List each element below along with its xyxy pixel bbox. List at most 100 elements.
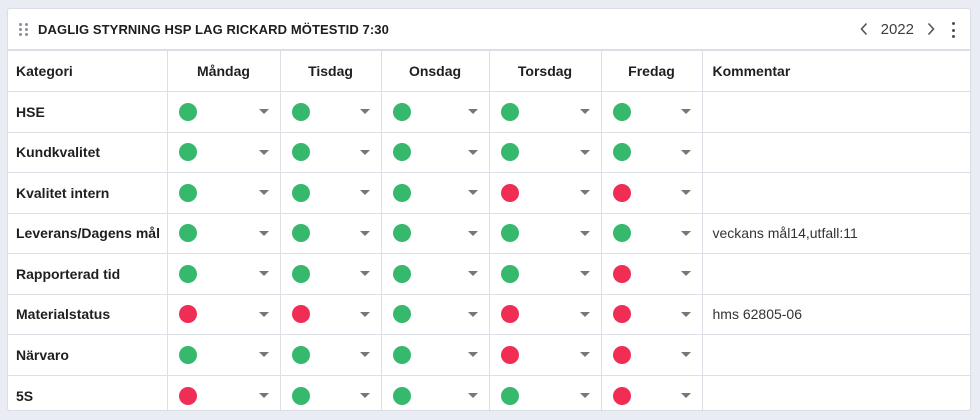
status-dropdown[interactable] bbox=[491, 224, 600, 243]
status-dropdown[interactable] bbox=[169, 264, 279, 283]
status-dropdown[interactable] bbox=[603, 264, 701, 283]
status-dropdown[interactable] bbox=[491, 143, 600, 162]
status-dropdown[interactable] bbox=[491, 386, 600, 405]
status-dropdown[interactable] bbox=[282, 305, 380, 324]
status-dot-green bbox=[291, 183, 310, 202]
status-dropdown[interactable] bbox=[491, 305, 600, 324]
status-cell bbox=[166, 131, 281, 173]
status-cell bbox=[600, 374, 703, 410]
column-header-kommentar: Kommentar bbox=[701, 50, 970, 92]
status-cell bbox=[600, 91, 703, 133]
table-row: Närvaro bbox=[8, 334, 970, 376]
status-dropdown[interactable] bbox=[491, 102, 600, 121]
caret-down-icon bbox=[359, 311, 370, 317]
caret-down-icon bbox=[359, 393, 370, 398]
status-dot-green bbox=[612, 224, 631, 243]
caret-down-icon bbox=[467, 311, 478, 317]
status-dropdown[interactable] bbox=[383, 183, 488, 202]
status-dropdown[interactable] bbox=[603, 183, 701, 202]
comment-cell[interactable] bbox=[701, 253, 970, 295]
caret-down-icon bbox=[258, 230, 269, 236]
status-cell bbox=[600, 131, 703, 173]
status-dropdown[interactable] bbox=[383, 224, 488, 243]
column-header-mandag: Måndag bbox=[166, 50, 281, 92]
status-dropdown[interactable] bbox=[491, 345, 600, 364]
comment-cell[interactable] bbox=[701, 172, 970, 214]
column-header-kategori: Kategori bbox=[8, 50, 168, 92]
category-label: Kvalitet intern bbox=[8, 172, 168, 214]
status-dropdown[interactable] bbox=[603, 386, 701, 405]
status-dropdown[interactable] bbox=[282, 264, 380, 283]
status-dropdown[interactable] bbox=[383, 386, 488, 405]
status-dropdown[interactable] bbox=[169, 386, 279, 405]
status-cell bbox=[380, 253, 490, 295]
status-dropdown[interactable] bbox=[282, 183, 380, 202]
status-cell bbox=[166, 212, 281, 254]
board-title: DAGLIG STYRNING HSP LAG RICKARD MÖTESTID… bbox=[38, 22, 389, 37]
status-cell bbox=[166, 374, 281, 410]
comment-cell[interactable] bbox=[701, 131, 970, 173]
status-dropdown[interactable] bbox=[169, 305, 279, 324]
status-dropdown[interactable] bbox=[383, 305, 488, 324]
status-cell bbox=[600, 212, 703, 254]
status-cell bbox=[380, 91, 490, 133]
category-label: Närvaro bbox=[8, 334, 168, 376]
drag-handle-icon[interactable] bbox=[19, 23, 29, 37]
caret-down-icon bbox=[258, 352, 269, 358]
caret-down-icon bbox=[680, 230, 691, 236]
caret-down-icon bbox=[680, 149, 691, 155]
status-dropdown[interactable] bbox=[282, 143, 380, 162]
status-dropdown[interactable] bbox=[169, 183, 279, 202]
status-dot-green bbox=[178, 183, 197, 202]
table-row: Leverans/Dagens mål veckans mål14,utfall:… bbox=[8, 212, 970, 254]
status-dropdown[interactable] bbox=[491, 183, 600, 202]
status-dropdown[interactable] bbox=[491, 264, 600, 283]
comment-cell[interactable]: veckans mål14,utfall:11 bbox=[701, 212, 970, 254]
status-dropdown[interactable] bbox=[282, 102, 380, 121]
status-dropdown[interactable] bbox=[603, 345, 701, 364]
status-dropdown[interactable] bbox=[603, 224, 701, 243]
status-dropdown[interactable] bbox=[169, 143, 279, 162]
status-dropdown[interactable] bbox=[603, 143, 701, 162]
status-cell bbox=[279, 212, 382, 254]
status-dropdown[interactable] bbox=[169, 102, 279, 121]
status-dropdown[interactable] bbox=[282, 386, 380, 405]
status-dropdown[interactable] bbox=[169, 224, 279, 243]
status-dropdown[interactable] bbox=[383, 143, 488, 162]
caret-down-icon bbox=[579, 149, 590, 155]
status-dropdown[interactable] bbox=[383, 345, 488, 364]
status-dropdown[interactable] bbox=[383, 264, 488, 283]
column-header-torsdag: Torsdag bbox=[488, 50, 602, 92]
chevron-left-icon[interactable] bbox=[853, 18, 875, 40]
status-dot-green bbox=[392, 386, 411, 405]
caret-down-icon bbox=[258, 271, 269, 277]
status-dropdown[interactable] bbox=[282, 224, 380, 243]
caret-down-icon bbox=[579, 109, 590, 115]
status-cell bbox=[166, 334, 281, 376]
status-dropdown[interactable] bbox=[282, 345, 380, 364]
caret-down-icon bbox=[579, 190, 590, 196]
more-vertical-icon[interactable] bbox=[950, 22, 956, 38]
comment-cell[interactable]: hms 62805-06 bbox=[701, 293, 970, 335]
caret-down-icon bbox=[359, 149, 370, 155]
status-cell bbox=[600, 293, 703, 335]
status-dropdown[interactable] bbox=[603, 102, 701, 121]
status-dot-red bbox=[500, 345, 519, 364]
status-dropdown[interactable] bbox=[169, 345, 279, 364]
status-dot-red bbox=[291, 305, 310, 324]
table-row: Rapporterad tid bbox=[8, 253, 970, 295]
caret-down-icon bbox=[258, 393, 269, 398]
caret-down-icon bbox=[258, 311, 269, 317]
caret-down-icon bbox=[467, 190, 478, 196]
table-row: 5S bbox=[8, 374, 970, 410]
chevron-right-icon[interactable] bbox=[920, 18, 942, 40]
caret-down-icon bbox=[359, 230, 370, 236]
status-dropdown[interactable] bbox=[383, 102, 488, 121]
status-dot-green bbox=[500, 143, 519, 162]
status-dot-green bbox=[178, 224, 197, 243]
status-dropdown[interactable] bbox=[603, 305, 701, 324]
caret-down-icon bbox=[579, 230, 590, 236]
comment-cell[interactable] bbox=[701, 91, 970, 133]
comment-cell[interactable] bbox=[701, 374, 970, 410]
comment-cell[interactable] bbox=[701, 334, 970, 376]
